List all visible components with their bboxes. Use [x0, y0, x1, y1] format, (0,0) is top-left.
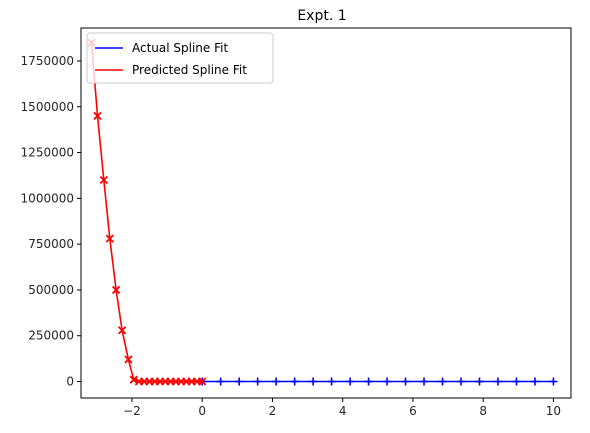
- data-point: [111, 285, 121, 295]
- data-point: [309, 377, 318, 386]
- legend-box: [86, 32, 274, 84]
- data-point: [364, 377, 373, 386]
- data-point: [117, 326, 127, 335]
- data-point: [530, 377, 539, 386]
- x-tick-label: 10: [546, 404, 561, 418]
- x-tick-label: −2: [123, 404, 141, 418]
- y-tick-label: 0: [66, 375, 74, 389]
- data-point: [475, 377, 484, 386]
- data-point: [93, 111, 102, 121]
- y-axis: 0 250000 500000 750000 1000000 1250000 1500000…: [21, 54, 81, 389]
- data-point: [129, 375, 138, 384]
- series-layer: [87, 38, 558, 386]
- data-point: [438, 377, 447, 386]
- data-point: [493, 377, 502, 386]
- data-point: [272, 377, 281, 386]
- y-tick-label: 1500000: [21, 100, 74, 114]
- y-tick-label: 750000: [28, 237, 74, 251]
- data-point: [456, 377, 465, 386]
- data-point: [512, 377, 521, 386]
- x-tick-label: 2: [269, 404, 277, 418]
- data-point: [383, 377, 392, 386]
- data-point: [327, 377, 336, 386]
- legend: Actual Spline Fit Predicted Spline Fit: [86, 32, 274, 84]
- x-tick-label: 8: [479, 404, 487, 418]
- data-point: [198, 377, 207, 386]
- data-point: [420, 377, 429, 386]
- data-point: [549, 377, 558, 386]
- data-point: [290, 377, 299, 386]
- x-axis: −2 0 2 4 6 8 10: [123, 398, 561, 418]
- x-tick-label: 6: [409, 404, 417, 418]
- y-tick-label: 1250000: [21, 146, 74, 160]
- chart-title: Expt. 1: [297, 8, 346, 24]
- data-point: [99, 175, 108, 185]
- data-point: [235, 377, 244, 386]
- data-point: [124, 355, 133, 364]
- legend-label-actual-spline-fit: Actual Spline Fit: [132, 41, 228, 55]
- plot-area: [80, 27, 572, 399]
- y-tick-label: 1000000: [21, 191, 74, 205]
- data-point: [253, 377, 262, 386]
- series-actual-spline-fit: [198, 377, 558, 386]
- data-point: [401, 377, 410, 386]
- series-line-predicted-spline-fit: [90, 42, 203, 383]
- y-tick-label: 1750000: [21, 54, 74, 68]
- legend-label-predicted-spline-fit: Predicted Spline Fit: [132, 63, 247, 77]
- x-tick-label: 4: [339, 404, 347, 418]
- data-point: [216, 377, 225, 386]
- data-point: [346, 377, 355, 386]
- data-point: [105, 234, 114, 243]
- series-predicted-spline-fit: [87, 38, 207, 386]
- y-tick-label: 500000: [28, 283, 74, 297]
- y-tick-label: 250000: [28, 329, 74, 343]
- x-tick-label: 0: [198, 404, 206, 418]
